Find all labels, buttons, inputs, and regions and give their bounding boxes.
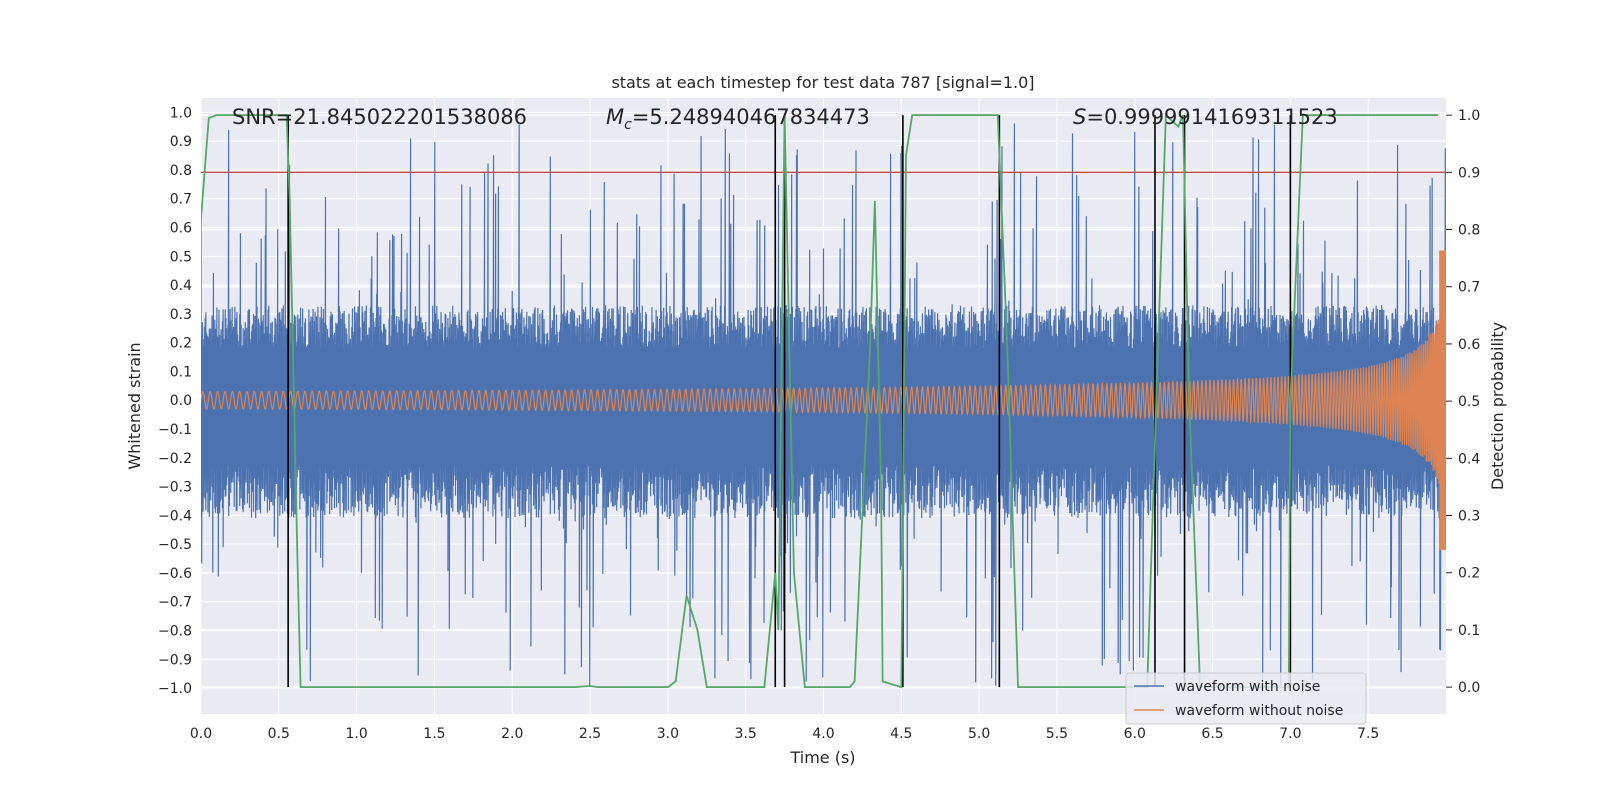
y-axis-label: Whitened strain — [125, 342, 144, 469]
y2-axis-ticks: 1.0 0.9 0.8 0.7 0.6 0.5 0.4 0.3 0.2 0.1 0.0 — [1446, 108, 1480, 696]
plot-area — [201, 113, 1446, 689]
series-waveform-without-noise — [201, 250, 1446, 550]
chart-title: stats at each timestep for test data 787… — [611, 73, 1034, 92]
y-tick-label: −0.1 — [158, 422, 192, 438]
y2-tick-label: 1.0 — [1458, 108, 1480, 124]
x-tick-label: 5.5 — [1046, 726, 1068, 742]
y-tick-label: −0.3 — [158, 480, 192, 496]
x-tick-label: 3.5 — [735, 726, 757, 742]
x-tick-label: 7.5 — [1357, 726, 1379, 742]
y-tick-label: −0.7 — [158, 595, 192, 611]
s-symbol: S — [1073, 105, 1086, 129]
x-tick-label: 0.0 — [190, 726, 212, 742]
y-tick-label: 0.9 — [170, 134, 192, 150]
y-tick-label: −0.8 — [158, 624, 192, 640]
y-tick-label: −0.6 — [158, 566, 192, 582]
x-tick-label: 6.0 — [1124, 726, 1146, 742]
snr-annotation: SNR=21.845022201538086 — [232, 105, 527, 129]
x-tick-label: 6.5 — [1201, 726, 1223, 742]
chirp-mass-annotation: Mc=5.248940467834473 — [606, 105, 870, 133]
y2-tick-label: 0.7 — [1458, 280, 1480, 296]
y-tick-label: 0.7 — [170, 192, 192, 208]
score-annotation: S=0.9999914169311523 — [1073, 105, 1338, 129]
x-tick-label: 4.5 — [890, 726, 912, 742]
y-tick-label: 0.8 — [170, 163, 192, 179]
legend-label-clean: waveform without noise — [1175, 703, 1343, 719]
y-tick-label: 0.0 — [170, 393, 192, 409]
legend-box — [1125, 672, 1367, 725]
y-tick-label: −0.4 — [158, 508, 192, 524]
y2-tick-label: 0.1 — [1458, 623, 1480, 639]
legend-label-noise: waveform with noise — [1175, 679, 1320, 695]
x-axis-ticks: 0.0 0.5 1.0 1.5 2.0 2.5 3.0 3.5 4.0 4.5 5.0 5.5 6.0 6… — [190, 726, 1379, 742]
y-tick-label: −0.5 — [158, 537, 192, 553]
y2-tick-label: 0.2 — [1458, 566, 1480, 582]
y-tick-label: 0.4 — [170, 278, 192, 294]
series-waveform-with-noise — [201, 123, 1446, 688]
y2-axis-label: Detection probability — [1488, 322, 1507, 490]
y-tick-label: −0.9 — [158, 652, 192, 668]
y2-tick-label: 0.6 — [1458, 337, 1480, 353]
legend: waveform with noise waveform without noi… — [1125, 672, 1367, 725]
x-tick-label: 7.0 — [1279, 726, 1301, 742]
y2-tick-label: 0.3 — [1458, 509, 1480, 525]
s-value: =0.9999914169311523 — [1086, 105, 1337, 129]
y-tick-label: 1.0 — [170, 105, 192, 121]
x-tick-label: 0.5 — [268, 726, 290, 742]
x-axis-label: Time (s) — [789, 748, 855, 767]
y2-tick-label: 0.9 — [1458, 165, 1480, 181]
y-tick-label: −1.0 — [158, 681, 192, 697]
series-detection-probability — [201, 113, 1439, 689]
y2-tick-label: 0.5 — [1458, 394, 1480, 410]
x-tick-label: 2.0 — [501, 726, 523, 742]
y-axis-ticks: 1.0 0.9 0.8 0.7 0.6 0.5 0.4 0.3 0.2 0.1 0.0 −0.1 −0.… — [158, 105, 192, 697]
y2-tick-label: 0.4 — [1458, 451, 1480, 467]
mc-subscript: c — [624, 117, 632, 133]
x-tick-label: 4.0 — [812, 726, 834, 742]
mc-symbol: M — [606, 105, 624, 129]
y-tick-label: 0.6 — [170, 221, 192, 237]
y2-tick-label: 0.0 — [1458, 680, 1480, 696]
y2-tick-label: 0.8 — [1458, 223, 1480, 239]
x-tick-label: 5.0 — [968, 726, 990, 742]
y-tick-label: −0.2 — [158, 451, 192, 467]
y-tick-label: 0.2 — [170, 336, 192, 352]
y-tick-label: 0.3 — [170, 307, 192, 323]
x-tick-label: 2.5 — [579, 726, 601, 742]
y-tick-label: 0.5 — [170, 249, 192, 265]
x-tick-label: 1.5 — [423, 726, 445, 742]
mc-value: =5.248940467834473 — [632, 105, 870, 129]
x-tick-label: 1.0 — [345, 726, 367, 742]
x-tick-label: 3.0 — [657, 726, 679, 742]
y-tick-label: 0.1 — [170, 364, 192, 380]
